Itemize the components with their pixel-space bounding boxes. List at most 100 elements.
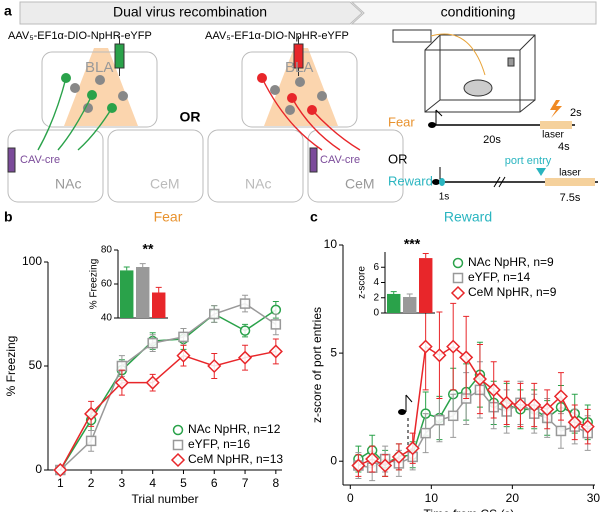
chart-title: Reward bbox=[444, 209, 492, 225]
marker bbox=[53, 462, 68, 478]
region-label: BLA bbox=[285, 59, 313, 76]
panel-letter: b bbox=[4, 209, 13, 225]
circuit-right bbox=[207, 36, 404, 203]
y-tick-label: 60 bbox=[101, 279, 113, 290]
duration-label: 7.5s bbox=[560, 192, 581, 204]
y-axis-label: z-score bbox=[357, 266, 368, 299]
marker bbox=[145, 375, 160, 390]
legend-label: CeM NpHR, n=9 bbox=[468, 285, 557, 299]
y-tick-label: 5 bbox=[330, 345, 337, 359]
chart-title: Fear bbox=[154, 209, 183, 225]
significance: ** bbox=[143, 241, 154, 257]
marker bbox=[270, 304, 282, 316]
marker bbox=[84, 406, 99, 421]
x-tick-label: 7 bbox=[242, 476, 249, 490]
step-label: Dual virus recombination bbox=[113, 4, 267, 20]
significance: *** bbox=[404, 236, 421, 252]
legend-marker bbox=[172, 439, 184, 451]
region-label: NAc bbox=[55, 176, 81, 192]
x-tick-label: 1 bbox=[57, 476, 64, 490]
marker bbox=[237, 350, 253, 365]
y-tick-label: 0 bbox=[330, 453, 337, 467]
marker bbox=[365, 451, 380, 467]
duration-label: 1s bbox=[439, 192, 450, 203]
bar bbox=[419, 258, 433, 313]
marker bbox=[472, 371, 487, 387]
y-tick-label: 0 bbox=[373, 308, 379, 319]
y-axis-label: % Freezing bbox=[89, 259, 100, 310]
x-tick-label: 10 bbox=[425, 491, 439, 505]
x-axis-label: Trial number bbox=[132, 492, 199, 506]
marker bbox=[447, 410, 459, 422]
marker bbox=[116, 360, 128, 372]
marker bbox=[239, 298, 251, 309]
step-banner bbox=[19, 1, 363, 25]
x-axis-label: Time from CS (s) bbox=[424, 507, 515, 512]
y-tick-label: 80 bbox=[101, 245, 113, 256]
marker bbox=[486, 382, 501, 397]
bar bbox=[387, 293, 401, 313]
marker bbox=[420, 427, 431, 439]
x-tick-label: 2 bbox=[88, 476, 95, 490]
panel-letter: a bbox=[4, 3, 12, 19]
marker bbox=[176, 348, 191, 363]
panel-letter: c bbox=[310, 209, 318, 225]
marker bbox=[85, 435, 97, 447]
x-tick-label: 30 bbox=[587, 491, 600, 505]
cre-label: CAV-cre bbox=[20, 154, 60, 166]
step-banner bbox=[350, 1, 597, 25]
legend-marker bbox=[452, 272, 464, 284]
step-label: conditioning bbox=[441, 4, 516, 20]
marker bbox=[178, 331, 189, 343]
cue-label: port entry bbox=[505, 155, 552, 167]
error-bar bbox=[155, 286, 162, 293]
legend-label: NAc NpHR, n=9 bbox=[468, 255, 554, 269]
marker bbox=[114, 375, 129, 390]
x-tick-label: 20 bbox=[506, 491, 520, 505]
fear-timeline bbox=[428, 100, 575, 129]
error-bar bbox=[139, 263, 146, 267]
y-tick-label: 0 bbox=[35, 462, 42, 476]
marker bbox=[268, 344, 283, 359]
x-tick-label: 0 bbox=[347, 491, 354, 505]
duration-label: 20s bbox=[483, 134, 501, 146]
marker bbox=[432, 348, 447, 363]
bar bbox=[136, 267, 150, 318]
condition-label: Fear bbox=[388, 114, 415, 129]
x-tick-label: 6 bbox=[211, 476, 218, 490]
duration-label: 2s bbox=[570, 107, 582, 119]
y-tick-label: 2 bbox=[373, 292, 379, 303]
marker bbox=[446, 339, 461, 354]
or-label: OR bbox=[388, 151, 408, 166]
x-tick-label: 4 bbox=[149, 476, 156, 490]
laser-label: laser bbox=[542, 130, 564, 141]
legend-marker bbox=[170, 452, 186, 468]
y-tick-label: 4 bbox=[373, 277, 379, 288]
legend-marker bbox=[450, 285, 466, 301]
legend-marker bbox=[172, 424, 184, 436]
marker bbox=[513, 397, 528, 413]
x-tick-label: 5 bbox=[180, 476, 187, 490]
marker bbox=[555, 425, 567, 437]
error-bar bbox=[123, 266, 130, 271]
marker bbox=[207, 358, 222, 374]
series-line bbox=[358, 345, 588, 467]
legend-label: CeM NpHR, n=13 bbox=[188, 452, 283, 466]
virus-label: AAV₅-EF1α-DIO-NpHR-eYFP bbox=[205, 30, 349, 42]
marker bbox=[418, 339, 433, 354]
y-axis-label: z-score of port entries bbox=[310, 307, 324, 423]
x-tick-label: 3 bbox=[119, 476, 126, 490]
legend-label: NAc NpHR, n=12 bbox=[188, 422, 281, 436]
bar bbox=[152, 292, 166, 318]
or-label: OR bbox=[180, 109, 201, 125]
y-tick-label: 50 bbox=[29, 358, 43, 372]
marker bbox=[209, 308, 220, 320]
conditioning-box bbox=[392, 29, 536, 113]
marker bbox=[239, 325, 251, 336]
marker bbox=[270, 319, 282, 330]
marker bbox=[553, 389, 569, 404]
marker bbox=[567, 415, 582, 430]
laser-label: laser bbox=[559, 168, 581, 179]
marker bbox=[459, 350, 474, 365]
